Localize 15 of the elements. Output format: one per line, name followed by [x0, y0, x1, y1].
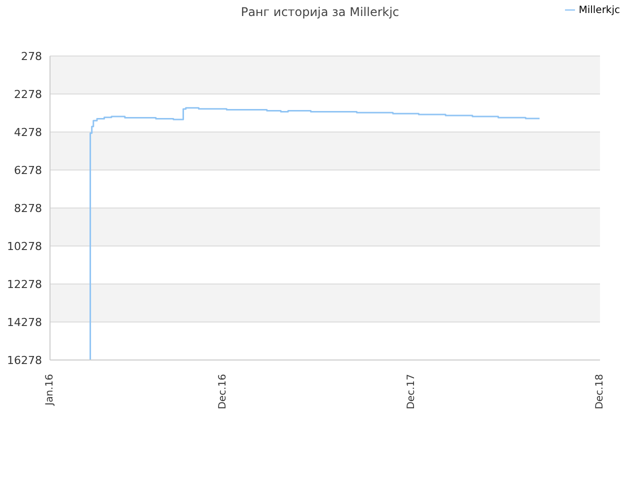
y-tick-label: 16278 — [7, 354, 42, 367]
y-tick-label: 4278 — [14, 126, 42, 139]
y-tick-label: 278 — [21, 50, 42, 63]
y-tick-label: 14278 — [7, 316, 42, 329]
x-tick-label: Jan.16 — [44, 374, 56, 406]
y-tick-label: 12278 — [7, 278, 42, 291]
y-tick-label: 6278 — [14, 164, 42, 177]
x-tick-label: Dec.18 — [594, 374, 606, 410]
y-tick-label: 8278 — [14, 202, 42, 215]
y-tick-label: 2278 — [14, 88, 42, 101]
chart-title: Ранг историја за Millerkjc — [240, 5, 400, 19]
x-tick-label: Dec.17 — [406, 374, 417, 410]
x-tick-label: Dec.16 — [218, 374, 229, 410]
y-tick-label: 10278 — [7, 240, 42, 253]
legend-label: Millerkjc — [578, 5, 620, 16]
